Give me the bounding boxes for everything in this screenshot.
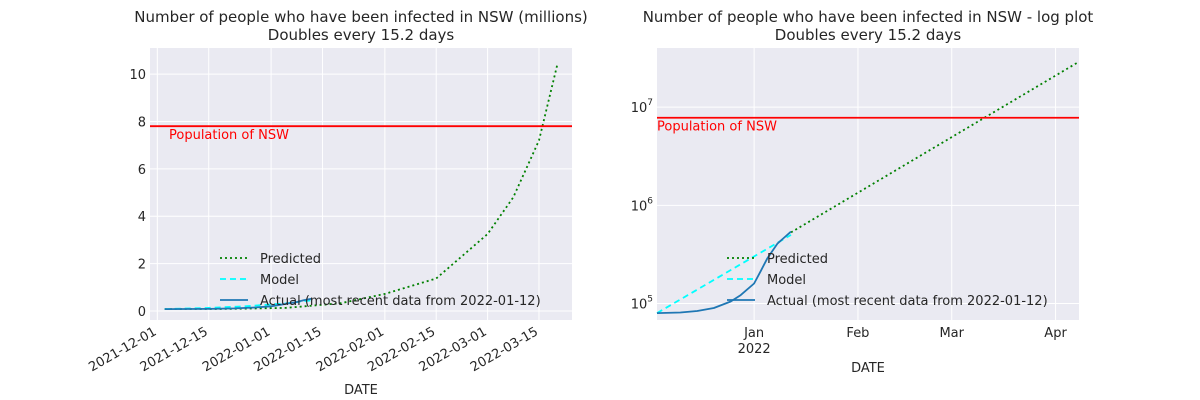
y-tick-label: 2 <box>138 258 146 273</box>
chart-infected-linear: Number of people who have been infected … <box>86 8 587 398</box>
x-tick-label: Apr <box>1044 326 1067 341</box>
series-line-model <box>656 234 792 314</box>
x-tick-sublabel: 2022 <box>738 342 771 357</box>
population-line-group: Population of NSW <box>150 125 572 143</box>
chart-subtitle: Doubles every 15.2 days <box>775 26 962 44</box>
y-tick-label: 105 <box>631 295 653 313</box>
chart-infected-log: Number of people who have been infected … <box>631 8 1094 376</box>
x-tick-label: Jan <box>743 326 764 341</box>
population-label: Population of NSW <box>657 120 777 135</box>
x-axis-label: DATE <box>851 361 885 376</box>
y-tick-label: 10 <box>129 68 146 83</box>
x-tick-label: Mar <box>939 326 964 341</box>
chart-title: Number of people who have been infected … <box>134 8 588 26</box>
legend-label: Predicted <box>260 252 321 267</box>
chart-title: Number of people who have been infected … <box>643 8 1094 26</box>
x-axis-label: DATE <box>344 383 378 398</box>
legend: Predicted Model Actual (most recent data f… <box>220 252 541 309</box>
y-tick-exponent: 7 <box>647 98 653 108</box>
legend-label: Actual (most recent data from 2022-01-12… <box>260 294 541 309</box>
chart-subtitle: Doubles every 15.2 days <box>268 26 455 44</box>
series-group <box>164 64 559 311</box>
legend-label: Actual (most recent data from 2022-01-12… <box>767 294 1048 309</box>
legend-label: Model <box>260 273 299 288</box>
y-tick-label: 0 <box>138 305 146 320</box>
y-tick-labels: 0 2 4 6 8 10 <box>129 68 146 320</box>
y-tick-label: 8 <box>138 115 146 130</box>
y-tick-exponent: 5 <box>647 295 653 305</box>
series-line-predicted <box>164 64 559 311</box>
y-tick-label: 106 <box>631 196 654 214</box>
legend-label: Model <box>767 273 806 288</box>
plot-area <box>657 48 1079 320</box>
series-group <box>656 60 1080 314</box>
y-tick-label: 6 <box>138 163 146 178</box>
grid <box>150 48 572 320</box>
y-tick-labels: 105 106 107 <box>631 98 654 312</box>
series-line-actual <box>656 230 792 314</box>
y-tick-label: 4 <box>138 210 146 225</box>
x-tick-labels: 2021-12-012021-12-152022-01-012022-01-15… <box>86 324 541 375</box>
legend-label: Predicted <box>767 252 828 267</box>
y-tick-exponent: 6 <box>647 196 653 206</box>
population-label: Population of NSW <box>169 128 289 143</box>
series-line-predicted <box>790 60 1080 234</box>
series-line-model <box>164 299 312 310</box>
series-line-actual <box>164 297 312 310</box>
y-tick-label: 107 <box>631 98 653 116</box>
plot-area <box>150 48 572 320</box>
legend: Predicted Model Actual (most recent data f… <box>727 252 1048 309</box>
x-tick-label: Feb <box>846 326 869 341</box>
population-line-group: Population of NSW <box>657 116 1079 135</box>
